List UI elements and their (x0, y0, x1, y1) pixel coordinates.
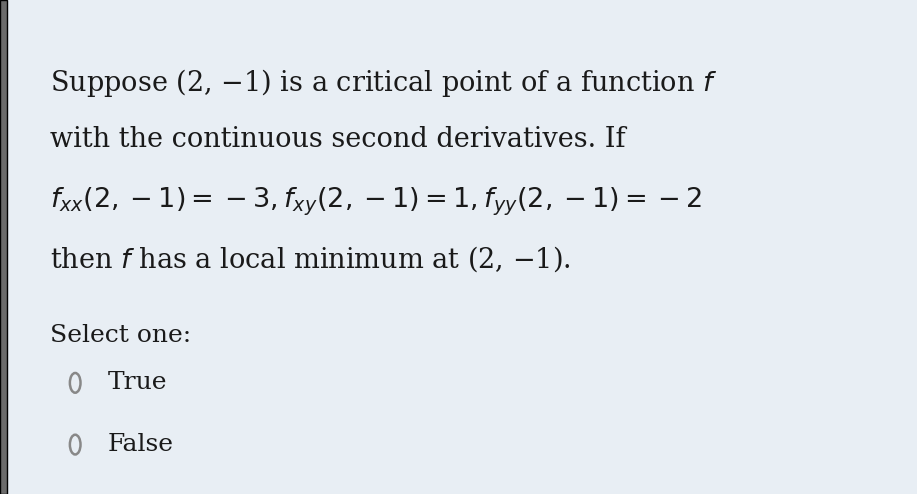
Ellipse shape (70, 373, 81, 393)
Text: Select one:: Select one: (50, 324, 192, 347)
Ellipse shape (70, 435, 81, 454)
FancyBboxPatch shape (0, 0, 7, 494)
Text: $f_{xx}(2,-1) = -3, f_{xy}(2,-1) = 1, f_{yy}(2,-1) = -2$: $f_{xx}(2,-1) = -3, f_{xy}(2,-1) = 1, f_… (50, 185, 702, 217)
Text: then $f$ has a local minimum at (2, $-$1).: then $f$ has a local minimum at (2, $-$1… (50, 245, 571, 274)
Text: True: True (107, 371, 167, 394)
Text: False: False (107, 433, 173, 456)
Text: Suppose (2, $-$1) is a critical point of a function $f$: Suppose (2, $-$1) is a critical point of… (50, 67, 718, 99)
Text: with the continuous second derivatives. If: with the continuous second derivatives. … (50, 126, 626, 153)
